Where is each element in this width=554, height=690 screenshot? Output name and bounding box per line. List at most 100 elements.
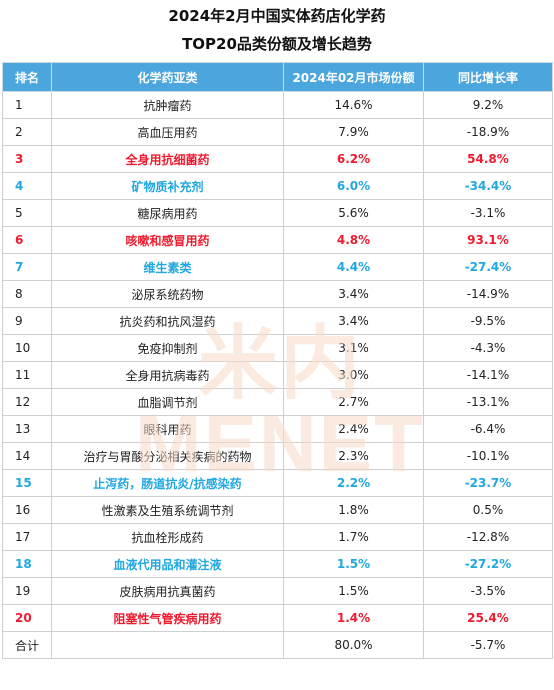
- header-rank: 排名: [2, 62, 52, 92]
- header-growth: 同比增长率: [423, 62, 553, 92]
- table-row: 16 性激素及生殖系统调节剂 1.8% 0.5%: [2, 496, 553, 524]
- table-row: 17 抗血栓形成药 1.7% -12.8%: [2, 523, 553, 551]
- category-cell: 血液代用品和灌注液: [51, 550, 284, 578]
- category-cell: 高血压用药: [51, 118, 284, 146]
- table-row: 19 皮肤病用抗真菌药 1.5% -3.5%: [2, 577, 553, 605]
- growth-cell: -14.9%: [423, 280, 553, 308]
- category-cell: 糖尿病用药: [51, 199, 284, 227]
- header-share: 2024年02月市场份额: [283, 62, 424, 92]
- share-cell: 4.4%: [283, 253, 424, 281]
- category-cell: 全身用抗细菌药: [51, 145, 284, 173]
- growth-cell: -5.7%: [423, 631, 553, 659]
- share-cell: 4.8%: [283, 226, 424, 254]
- rank-cell: 合计: [2, 631, 52, 659]
- growth-cell: -23.7%: [423, 469, 553, 497]
- growth-cell: -9.5%: [423, 307, 553, 335]
- growth-cell: -6.4%: [423, 415, 553, 443]
- share-cell: 1.8%: [283, 496, 424, 524]
- category-cell: 免疫抑制剂: [51, 334, 284, 362]
- growth-cell: 9.2%: [423, 91, 553, 119]
- share-cell: 6.2%: [283, 145, 424, 173]
- rank-cell: 17: [2, 523, 52, 551]
- rank-cell: 14: [2, 442, 52, 470]
- table-row: 10 免疫抑制剂 3.1% -4.3%: [2, 334, 553, 362]
- share-cell: 3.4%: [283, 307, 424, 335]
- table-row: 7 维生素类 4.4% -27.4%: [2, 253, 553, 281]
- share-cell: 1.5%: [283, 550, 424, 578]
- category-cell: 止泻药，肠道抗炎/抗感染药: [51, 469, 284, 497]
- share-cell: 6.0%: [283, 172, 424, 200]
- table-row: 2 高血压用药 7.9% -18.9%: [2, 118, 553, 146]
- growth-cell: -27.4%: [423, 253, 553, 281]
- category-cell: 维生素类: [51, 253, 284, 281]
- growth-cell: -14.1%: [423, 361, 553, 389]
- rank-cell: 9: [2, 307, 52, 335]
- table-row: 6 咳嗽和感冒用药 4.8% 93.1%: [2, 226, 553, 254]
- rank-cell: 6: [2, 226, 52, 254]
- growth-cell: 93.1%: [423, 226, 553, 254]
- category-cell: 咳嗽和感冒用药: [51, 226, 284, 254]
- share-cell: 3.0%: [283, 361, 424, 389]
- page-subtitle: TOP20品类份额及增长趋势: [182, 35, 372, 53]
- rank-cell: 20: [2, 604, 52, 632]
- table-row: 1 抗肿瘤药 14.6% 9.2%: [2, 91, 553, 119]
- growth-cell: -34.4%: [423, 172, 553, 200]
- category-cell: 抗炎药和抗风湿药: [51, 307, 284, 335]
- table-row: 8 泌尿系统药物 3.4% -14.9%: [2, 280, 553, 308]
- growth-cell: -12.8%: [423, 523, 553, 551]
- rank-cell: 7: [2, 253, 52, 281]
- table-row: 合计 80.0% -5.7%: [2, 631, 553, 659]
- rank-cell: 4: [2, 172, 52, 200]
- rank-cell: 13: [2, 415, 52, 443]
- category-cell: 皮肤病用抗真菌药: [51, 577, 284, 605]
- growth-cell: -3.5%: [423, 577, 553, 605]
- table-row: 13 眼科用药 2.4% -6.4%: [2, 415, 553, 443]
- table-row: 3 全身用抗细菌药 6.2% 54.8%: [2, 145, 553, 173]
- share-cell: 2.2%: [283, 469, 424, 497]
- rank-cell: 2: [2, 118, 52, 146]
- table-row: 12 血脂调节剂 2.7% -13.1%: [2, 388, 553, 416]
- category-cell: 抗血栓形成药: [51, 523, 284, 551]
- growth-cell: -18.9%: [423, 118, 553, 146]
- growth-cell: -10.1%: [423, 442, 553, 470]
- table-row: 14 治疗与胃酸分泌相关疾病的药物 2.3% -10.1%: [2, 442, 553, 470]
- category-cell: 矿物质补充剂: [51, 172, 284, 200]
- share-cell: 2.3%: [283, 442, 424, 470]
- table-header-row: 排名 化学药亚类 2024年02月市场份额 同比增长率: [2, 62, 553, 92]
- rank-cell: 10: [2, 334, 52, 362]
- growth-cell: -4.3%: [423, 334, 553, 362]
- table-row: 18 血液代用品和灌注液 1.5% -27.2%: [2, 550, 553, 578]
- header-category: 化学药亚类: [51, 62, 284, 92]
- growth-cell: -27.2%: [423, 550, 553, 578]
- rank-cell: 19: [2, 577, 52, 605]
- growth-cell: 0.5%: [423, 496, 553, 524]
- growth-cell: -13.1%: [423, 388, 553, 416]
- rank-cell: 8: [2, 280, 52, 308]
- category-cell: 性激素及生殖系统调节剂: [51, 496, 284, 524]
- category-cell: 全身用抗病毒药: [51, 361, 284, 389]
- share-cell: 3.4%: [283, 280, 424, 308]
- rank-cell: 12: [2, 388, 52, 416]
- share-cell: 80.0%: [283, 631, 424, 659]
- growth-cell: -3.1%: [423, 199, 553, 227]
- growth-cell: 25.4%: [423, 604, 553, 632]
- rank-cell: 11: [2, 361, 52, 389]
- category-cell: 血脂调节剂: [51, 388, 284, 416]
- share-cell: 5.6%: [283, 199, 424, 227]
- table-body: 1 抗肿瘤药 14.6% 9.2% 2 高血压用药 7.9% -18.9% 3 全身用抗细菌药 6.…: [2, 91, 553, 659]
- category-cell: 抗肿瘤药: [51, 91, 284, 119]
- page-title: 2024年2月中国实体药店化学药: [168, 7, 386, 25]
- share-table: 排名 化学药亚类 2024年02月市场份额 同比增长率 1 抗肿瘤药 14.6% 9.…: [2, 62, 553, 659]
- share-cell: 3.1%: [283, 334, 424, 362]
- table-row: 9 抗炎药和抗风湿药 3.4% -9.5%: [2, 307, 553, 335]
- rank-cell: 1: [2, 91, 52, 119]
- rank-cell: 3: [2, 145, 52, 173]
- rank-cell: 18: [2, 550, 52, 578]
- table-row: 20 阻塞性气管疾病用药 1.4% 25.4%: [2, 604, 553, 632]
- rank-cell: 16: [2, 496, 52, 524]
- share-cell: 7.9%: [283, 118, 424, 146]
- share-cell: 1.7%: [283, 523, 424, 551]
- share-cell: 2.7%: [283, 388, 424, 416]
- table-row: 4 矿物质补充剂 6.0% -34.4%: [2, 172, 553, 200]
- category-cell: [51, 631, 284, 659]
